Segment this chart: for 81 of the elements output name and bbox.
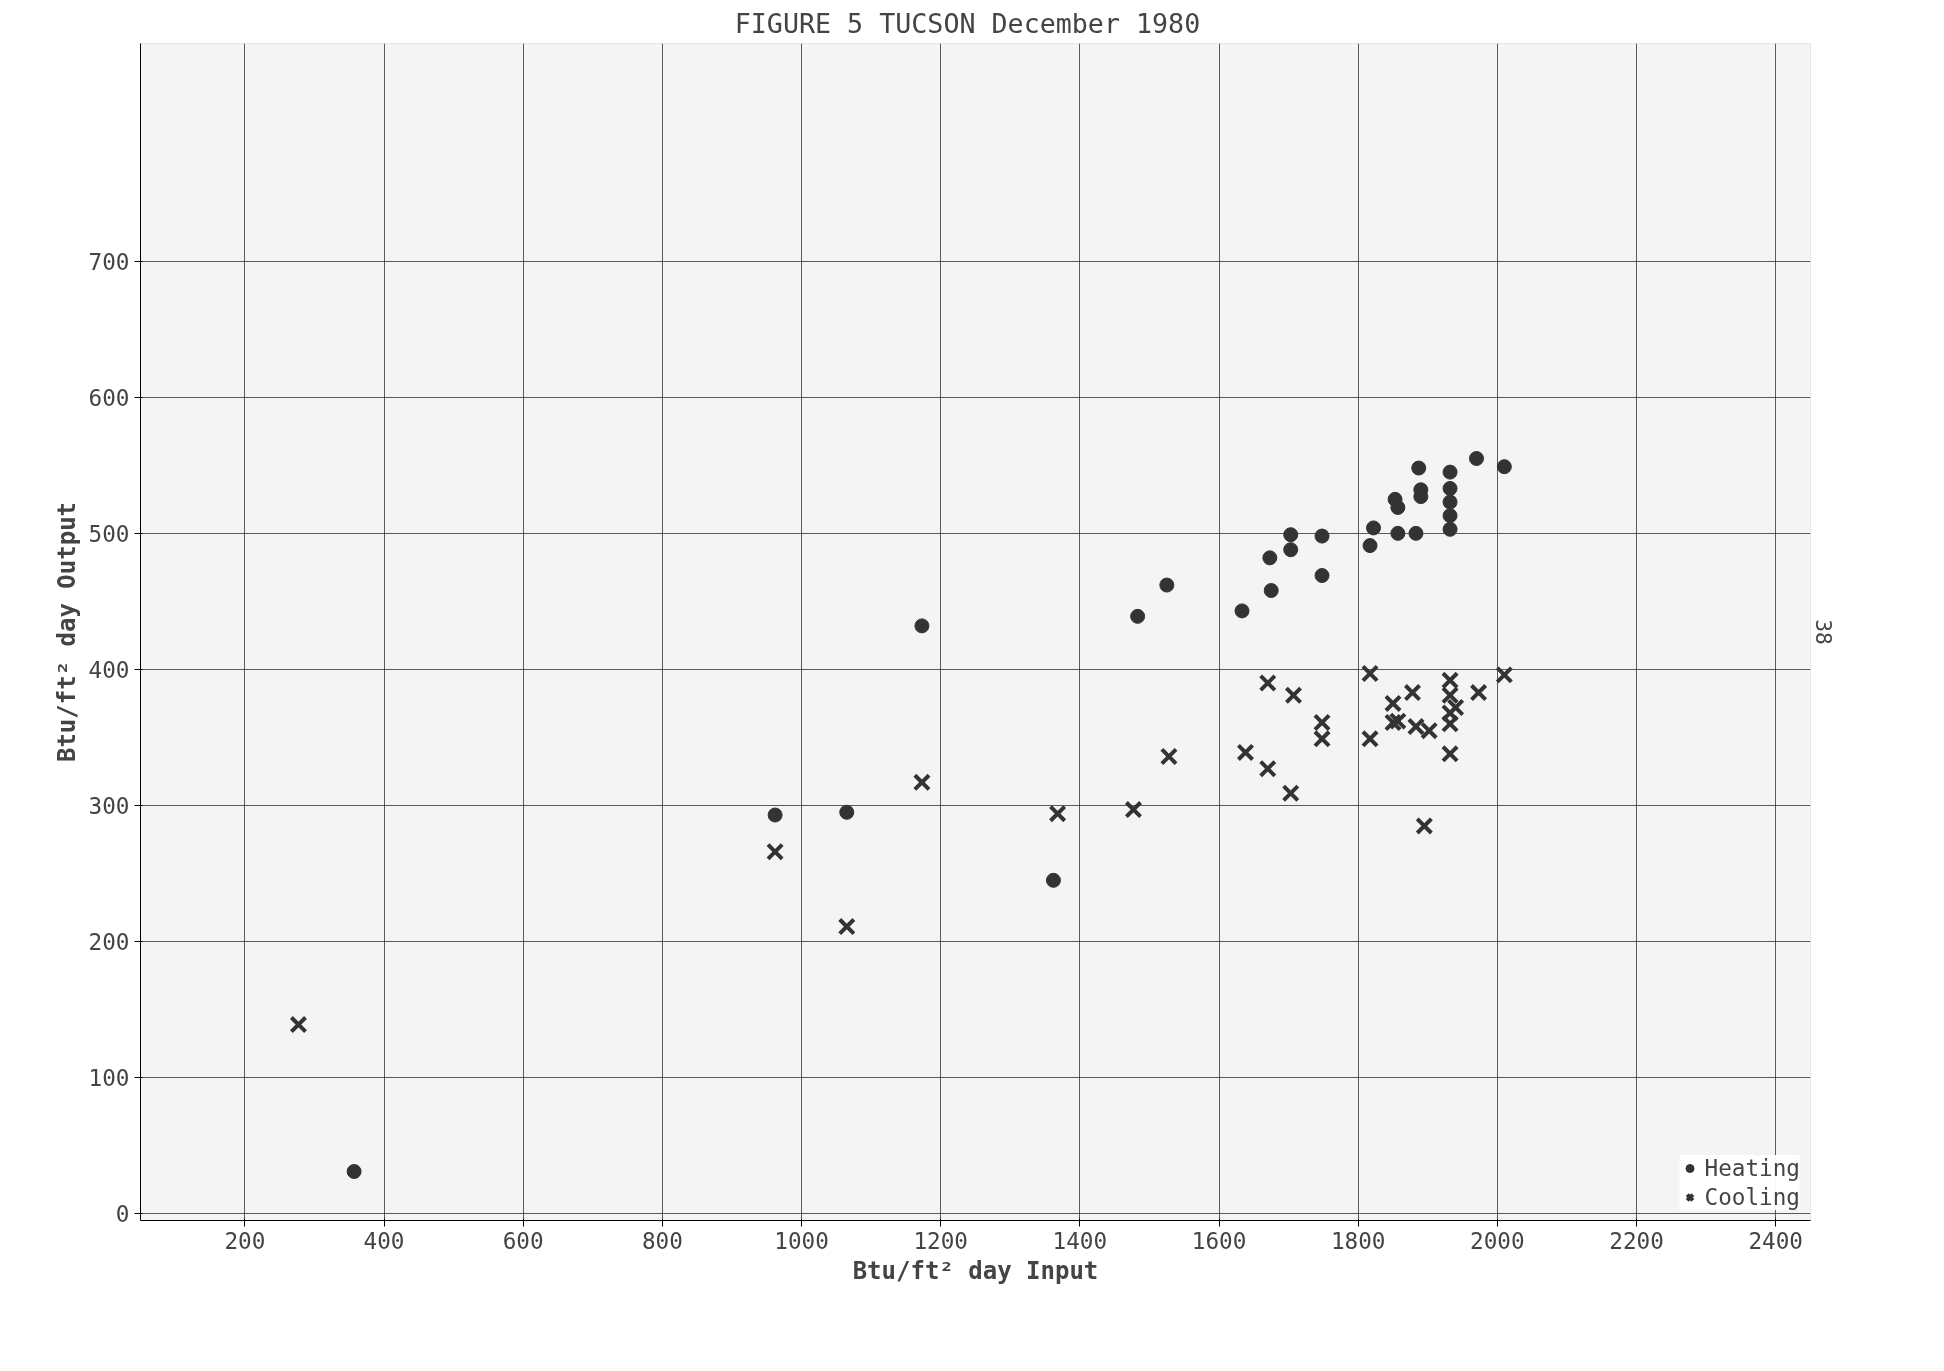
point [1234,603,1250,619]
x-tick-label: 1600 [1191,1227,1247,1254]
legend-label: Heating [1704,1155,1800,1181]
y-tick-label: 0 [115,1201,130,1228]
point [1442,464,1458,480]
x-tick-label: 1200 [913,1227,968,1254]
point [1124,800,1143,819]
point [1496,459,1512,475]
point [1284,686,1303,705]
point [1283,542,1299,558]
x-tick-label: 1000 [774,1227,829,1254]
point [1045,872,1061,888]
x-tick-label: 600 [502,1227,544,1254]
x-tick-label: 2400 [1748,1227,1803,1254]
point [1440,744,1460,763]
point [1383,713,1403,732]
y-axis-title: Btu/ft² day Output [52,501,81,763]
point [1366,520,1382,536]
point [1442,480,1458,496]
point [1415,816,1434,835]
point [1263,583,1279,598]
point [767,807,783,823]
point [1383,694,1403,713]
point [1440,714,1460,733]
y-tick-label: 700 [88,248,130,275]
point [766,842,785,861]
point [1281,784,1300,803]
point [1312,713,1332,732]
y-tick-label: 400 [88,656,130,683]
y-tick-label: 500 [88,520,130,547]
point [1283,527,1299,543]
point [1159,747,1179,766]
point [1403,683,1422,702]
point [1390,500,1406,515]
y-tick-label: 300 [88,792,130,819]
point [1314,528,1330,544]
point [1440,703,1460,723]
point [1469,683,1488,702]
point [1442,508,1458,524]
point [912,773,931,792]
point [1159,577,1175,593]
point [1442,521,1458,537]
x-axis-title: Btu/ft² day Input [852,1256,1099,1285]
point [1312,729,1332,748]
point [1408,525,1424,541]
point [1360,664,1380,683]
x-tick-label: 1400 [1052,1227,1108,1254]
point [1362,538,1378,554]
x-tick-label: 2200 [1609,1227,1664,1254]
y-tick-label: 100 [88,1065,130,1092]
point [1446,698,1465,717]
point [1314,568,1330,584]
x-tick-label: 1800 [1330,1227,1386,1254]
point [1411,460,1427,476]
point [1440,686,1460,705]
point [1469,451,1484,466]
point [914,618,930,634]
point [839,804,855,820]
point [1442,494,1458,510]
point [1440,671,1460,690]
point [1236,743,1255,762]
point [1258,759,1277,778]
point [346,1164,362,1179]
legend-label: Cooling [1704,1184,1800,1210]
x-tick-label: 400 [363,1227,405,1254]
point [1390,525,1406,541]
point [1130,608,1146,624]
point [1495,665,1514,684]
chart-title: FIGURE 5 TUCSON December 1980 [734,7,1201,39]
annotation: 38 [1810,619,1836,645]
point [837,917,856,936]
point [1258,673,1277,693]
x-tick-label: 800 [641,1227,683,1254]
point [1262,550,1278,566]
point [289,1015,308,1034]
x-tick-label: 200 [224,1227,266,1254]
point [1048,804,1067,823]
y-tick-label: 200 [88,929,130,956]
point [1360,729,1380,748]
x-tick-label: 2000 [1470,1227,1525,1254]
y-tick-label: 600 [88,384,130,411]
